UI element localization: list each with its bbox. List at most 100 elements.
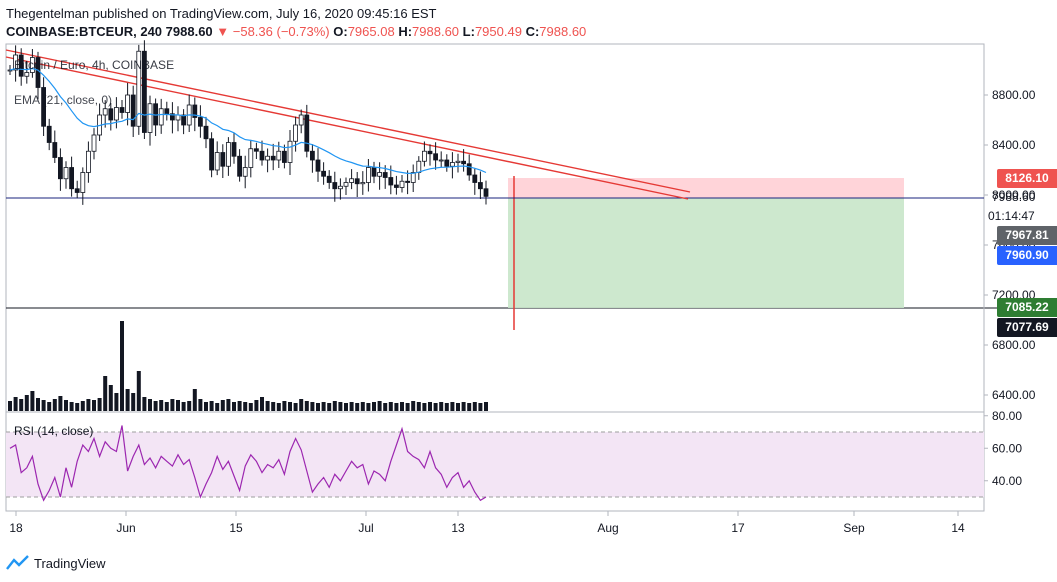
volume-bar xyxy=(80,401,85,411)
volume-bar xyxy=(226,399,231,411)
price-tick-label: 8400.00 xyxy=(992,138,1036,152)
rsi-band xyxy=(6,432,984,497)
candle-body xyxy=(86,150,91,173)
time-tick-label: 15 xyxy=(229,521,243,535)
high-value: 7988.60 xyxy=(412,24,460,39)
candle-body xyxy=(58,157,63,180)
candle-body xyxy=(265,155,271,161)
volume-bar xyxy=(97,398,102,411)
chart-title: Bitcoin / Euro, 4h, COINBASE xyxy=(14,58,174,72)
rsi-line xyxy=(9,425,487,502)
volume-bar xyxy=(254,400,259,411)
volume-bar xyxy=(13,397,18,411)
close-value: 7988.60 xyxy=(539,24,587,39)
candle-body xyxy=(461,160,467,165)
price-tick-label: 8000.00 xyxy=(992,188,1036,202)
volume-bar xyxy=(8,401,12,411)
volume-bar xyxy=(282,401,287,411)
volume-bar xyxy=(142,397,147,411)
candle-body xyxy=(477,182,483,190)
time-tick-label: 17 xyxy=(731,521,745,535)
candle-body xyxy=(13,54,19,71)
candle-body xyxy=(399,180,405,188)
time-tick-label: 18 xyxy=(9,521,23,535)
candle-body xyxy=(293,124,299,142)
rsi-tick-label: 80.00 xyxy=(992,409,1022,423)
volume-bar xyxy=(86,399,91,411)
volume-bar xyxy=(299,399,304,411)
volume-bar xyxy=(400,402,404,411)
candle-body xyxy=(438,159,444,162)
publish-text: Thegentelman published on TradingView.co… xyxy=(6,6,437,21)
volume-bar xyxy=(467,403,472,411)
candle-body xyxy=(259,150,265,161)
volume-bar xyxy=(377,401,382,411)
volume-bar xyxy=(456,403,460,411)
candle-body xyxy=(365,167,371,183)
volume-bar xyxy=(405,403,410,411)
candle-body xyxy=(41,87,46,127)
candle-body xyxy=(253,148,259,152)
tradingview-brand[interactable]: TradingView xyxy=(6,555,106,571)
volume-bar xyxy=(310,402,315,411)
close-label: C: xyxy=(525,24,540,39)
candle-body xyxy=(393,184,399,188)
volume-bar xyxy=(69,402,74,411)
rsi-tick-label: 60.00 xyxy=(992,441,1022,455)
trendline-upper[interactable] xyxy=(5,49,691,193)
rsi-axis: 80.00 60.00 40.00 xyxy=(984,409,1022,488)
candle-body xyxy=(483,188,489,197)
loss-zone[interactable] xyxy=(508,178,904,198)
volume-bar xyxy=(148,399,152,411)
tag-entry: 7960.90 xyxy=(997,246,1057,265)
candle-body xyxy=(304,114,310,152)
candle-body xyxy=(444,159,450,167)
profit-zone[interactable] xyxy=(508,198,904,308)
volume-bar xyxy=(360,402,365,411)
candle-body xyxy=(377,172,383,177)
volume-bar xyxy=(433,403,438,411)
candle-body xyxy=(197,117,203,127)
tag-target: 8126.10 xyxy=(997,169,1057,188)
candle-body xyxy=(371,167,377,177)
candle-body xyxy=(242,167,248,177)
candle-body xyxy=(321,170,327,177)
volume-bar xyxy=(103,376,108,411)
candle-body xyxy=(231,142,237,157)
open-value: 7965.08 xyxy=(347,24,395,39)
price-change: ▼ −58.36 (−0.73%) xyxy=(216,24,330,39)
volume-bar xyxy=(422,403,427,411)
volume-bar xyxy=(472,402,477,411)
candle-body xyxy=(225,142,231,167)
candle-body xyxy=(354,178,360,185)
volume-bar xyxy=(332,401,337,411)
ema-line xyxy=(9,67,487,175)
volume-bar xyxy=(372,402,376,411)
volume-bar xyxy=(24,395,29,411)
volume-bar xyxy=(47,402,52,411)
candle-body xyxy=(164,108,170,115)
trendline-lower[interactable] xyxy=(5,56,689,200)
volume-bar xyxy=(338,402,343,411)
candle-body xyxy=(309,150,315,161)
candle-body xyxy=(69,167,74,190)
volume-bar xyxy=(41,400,46,411)
volume-bar xyxy=(192,389,197,411)
symbol-label[interactable]: COINBASE:BTCEUR, 240 xyxy=(6,24,163,39)
candle-body xyxy=(141,50,147,133)
volume-bar xyxy=(164,402,169,411)
volume-bar xyxy=(355,403,360,411)
volume-bar xyxy=(450,402,455,411)
candle-body xyxy=(237,155,243,177)
tag-stop: 7077.69 xyxy=(997,318,1057,337)
time-tick-label: Jul xyxy=(358,521,373,535)
volume-bar xyxy=(176,400,180,411)
candle-body xyxy=(349,178,355,183)
tag-ema: 7967.81 xyxy=(997,226,1057,245)
volume-bar xyxy=(30,391,35,411)
candle-body xyxy=(455,160,461,163)
time-tick-label: Aug xyxy=(597,521,618,535)
volume-bar xyxy=(349,402,354,411)
volume-bar xyxy=(215,403,220,411)
